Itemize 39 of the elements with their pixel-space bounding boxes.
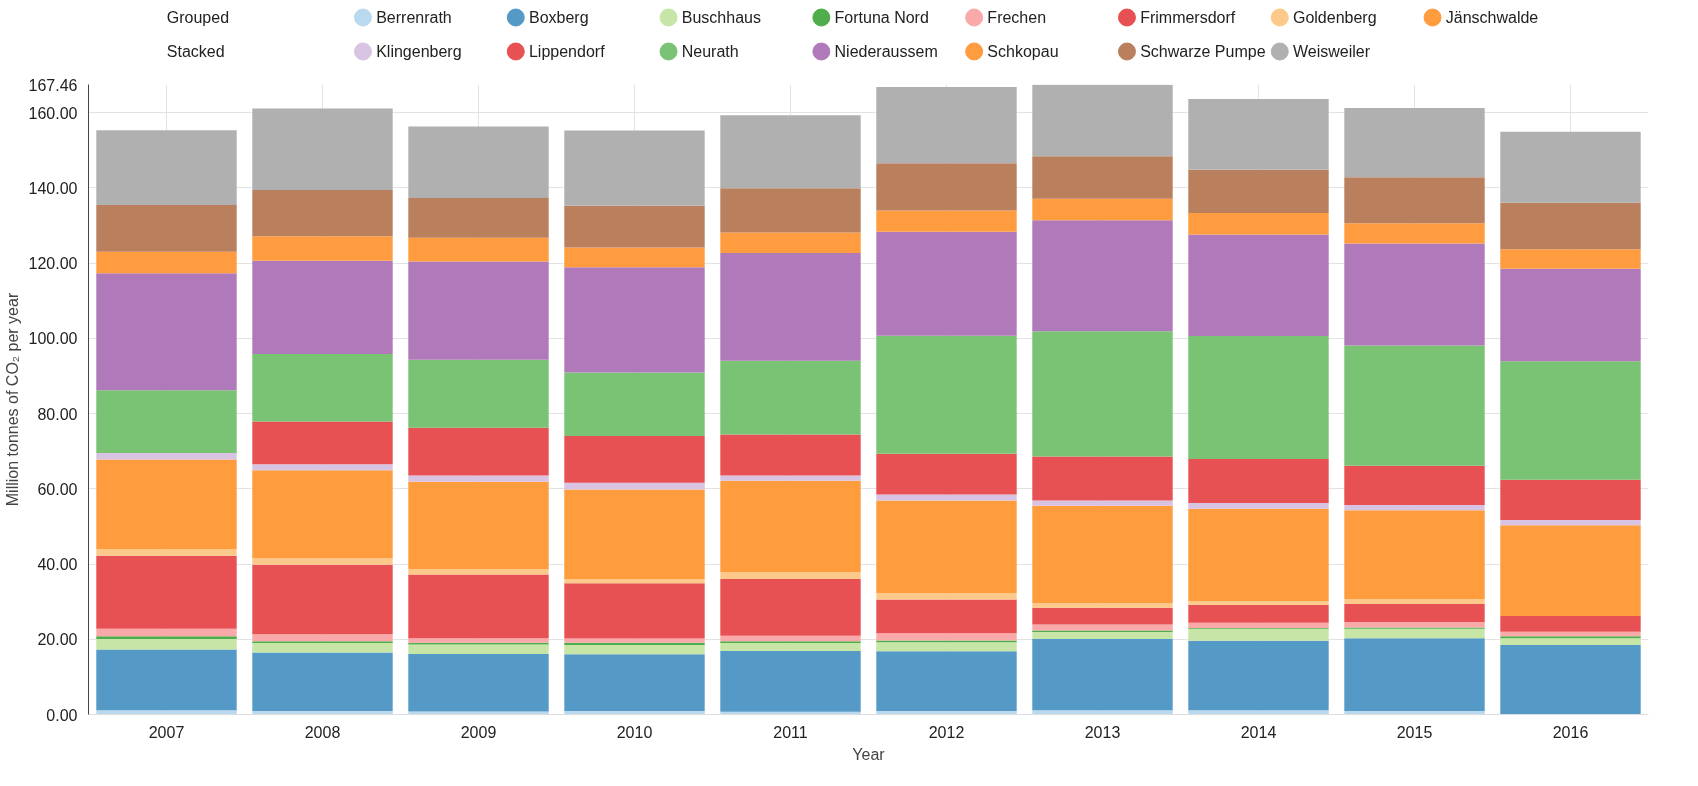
legend-label: Lippendorf — [528, 43, 606, 60]
legend-label: Jänschwalde — [1445, 9, 1539, 26]
y-tick-label: 100.00 — [28, 330, 78, 348]
legend-label: Goldenberg — [1292, 9, 1377, 26]
x-tick-label: 2015 — [1396, 723, 1433, 741]
x-tick-label: 2012 — [928, 723, 965, 741]
x-tick-label: 2014 — [1240, 723, 1277, 741]
text: Grouped — [166, 9, 230, 26]
legend-label: Buschhaus — [681, 9, 761, 26]
x-tick-label: 2013 — [1084, 723, 1121, 741]
y-tick-label: 20.00 — [37, 631, 78, 649]
x-tick-label: 2010 — [616, 723, 653, 741]
x-tick-label: 2009 — [460, 723, 497, 741]
legend-label: Schkopau — [987, 43, 1059, 60]
legend-label: Frechen — [987, 9, 1047, 26]
legend-label: Fortuna Nord — [834, 9, 929, 26]
legend-label: Niederaussem — [834, 43, 938, 60]
y-axis-title: Million tonnes of CO₂ per year — [3, 292, 21, 507]
y-tick-label: 120.00 — [28, 255, 78, 273]
legend-label: Frimmersdorf — [1140, 9, 1236, 26]
x-tick-label: 2011 — [773, 723, 808, 741]
text: Stacked — [166, 43, 225, 60]
legend-label: Berrenrath — [376, 9, 452, 26]
legend-label: Neurath — [681, 43, 739, 60]
y-tick-label: 140.00 — [28, 179, 78, 197]
y-tick-label: 80.00 — [37, 405, 78, 423]
y-tick-label: 0.00 — [46, 706, 78, 724]
x-tick-label: 2008 — [304, 723, 341, 741]
y-tick-label: 60.00 — [37, 480, 78, 498]
legend-label: Klingenberg — [376, 43, 462, 60]
x-tick-label: 2016 — [1552, 723, 1589, 741]
legend-label: Schwarze Pumpe — [1140, 43, 1266, 60]
legend-label: Weisweiler — [1292, 43, 1371, 60]
x-axis-title: Year — [852, 745, 886, 763]
y-tick-label: 40.00 — [37, 556, 78, 574]
x-tick-label: 2007 — [148, 723, 185, 741]
legend-label: Boxberg — [528, 9, 589, 26]
y-tick-label: 167.46 — [28, 76, 78, 94]
y-tick-label: 160.00 — [28, 104, 78, 122]
